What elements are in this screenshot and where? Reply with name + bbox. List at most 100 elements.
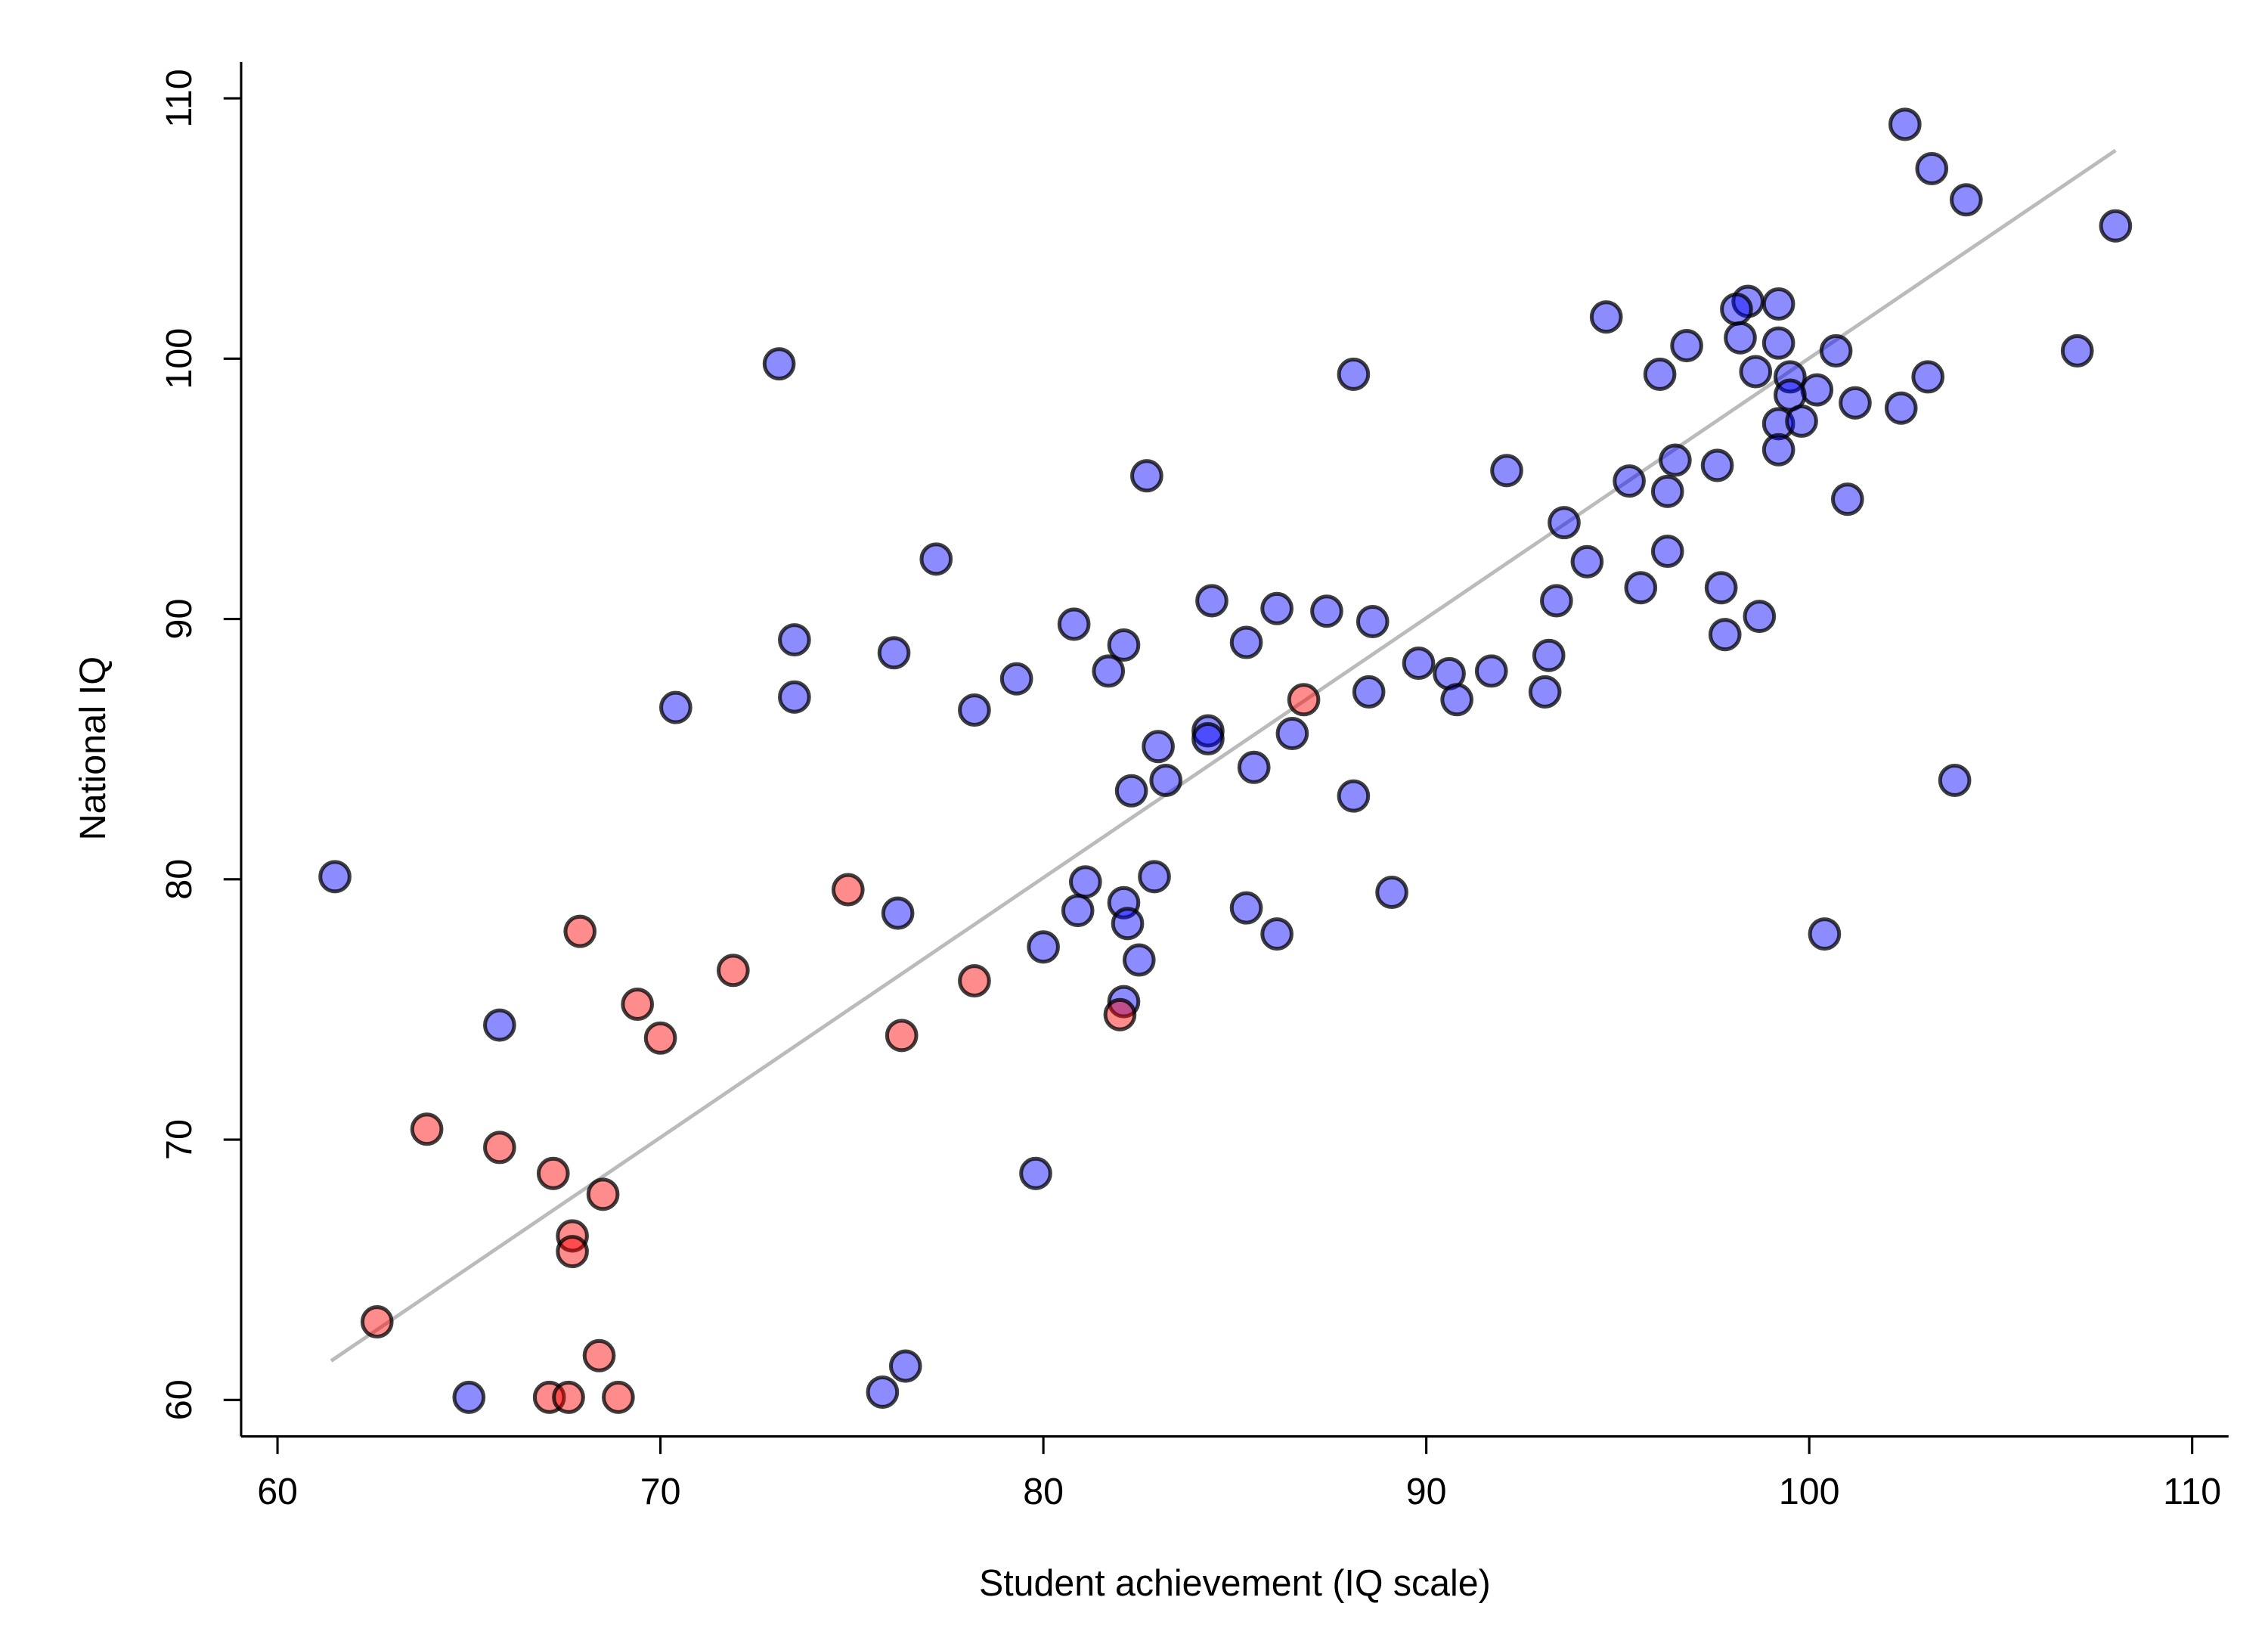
point (1819, 333, 1853, 368)
point (1761, 287, 1796, 321)
point (1191, 721, 1225, 755)
point (659, 690, 692, 724)
point (1440, 683, 1474, 717)
point (877, 636, 911, 670)
point (958, 693, 991, 727)
point (1830, 482, 1864, 516)
point (1613, 464, 1646, 498)
point (1888, 107, 1922, 141)
point (1229, 625, 1263, 659)
point (1670, 329, 1703, 363)
point (1092, 654, 1126, 688)
point (1949, 183, 1983, 217)
point (360, 1305, 394, 1339)
y-tick-label: 90 (159, 598, 200, 639)
point (716, 954, 750, 988)
point (1474, 654, 1508, 688)
point (1191, 714, 1225, 748)
y-tick-label: 110 (159, 69, 200, 128)
x-tick-label: 100 (1779, 1472, 1840, 1512)
point (1107, 628, 1141, 662)
point (1915, 151, 1949, 185)
point (1739, 355, 1773, 389)
point (483, 1008, 516, 1042)
point (1743, 600, 1777, 634)
point (582, 1338, 616, 1372)
point (866, 1375, 900, 1409)
point (1111, 907, 1145, 941)
point (1019, 1156, 1052, 1190)
point (1704, 571, 1738, 605)
point (1337, 357, 1371, 391)
point (1402, 647, 1436, 681)
point (1352, 675, 1386, 709)
point (1057, 607, 1091, 641)
point (1490, 454, 1523, 488)
point (1337, 779, 1371, 813)
point (888, 1349, 922, 1383)
point (1103, 997, 1137, 1031)
point (552, 1380, 585, 1414)
point (2060, 333, 2094, 368)
point (831, 873, 865, 907)
point (1650, 474, 1684, 508)
point (1142, 730, 1175, 764)
point (1138, 860, 1171, 894)
point (1548, 506, 1581, 540)
point (1720, 292, 1753, 326)
point (1356, 604, 1390, 638)
point (483, 1130, 516, 1165)
point (1114, 774, 1148, 808)
trend-line (330, 148, 2117, 1363)
point (1532, 638, 1566, 672)
point (1260, 591, 1294, 625)
x-tick-label: 80 (1023, 1472, 1064, 1512)
point (452, 1380, 486, 1414)
point (1708, 618, 1742, 652)
point (1375, 875, 1408, 910)
point (1938, 763, 1972, 797)
point (1761, 326, 1796, 360)
point (1528, 675, 1562, 709)
point (318, 860, 352, 894)
point (1839, 386, 1872, 420)
point (1911, 360, 1945, 394)
point (1027, 930, 1060, 964)
point (556, 1235, 589, 1269)
point (602, 1380, 635, 1414)
point (1659, 443, 1692, 477)
point (1229, 891, 1263, 925)
point (1237, 750, 1271, 784)
point (958, 964, 991, 998)
point (919, 542, 953, 576)
x-tick-label: 110 (2163, 1472, 2221, 1512)
point (1061, 894, 1095, 928)
point (1700, 448, 1734, 482)
point (1724, 321, 1757, 355)
point (410, 1112, 444, 1146)
y-axis-label: National IQ (73, 656, 113, 841)
point (1785, 404, 1818, 438)
point (1310, 594, 1343, 628)
point (778, 680, 811, 714)
point (1884, 391, 1918, 425)
x-axis-label: Student achievement (IQ scale) (979, 1563, 1491, 1604)
point (762, 347, 796, 381)
point (1650, 535, 1684, 569)
x-tick-label: 60 (257, 1472, 298, 1512)
point (563, 914, 597, 948)
point (1149, 763, 1183, 797)
point (1122, 943, 1156, 977)
point (1260, 917, 1294, 951)
point (881, 896, 915, 930)
y-tick-label: 70 (159, 1119, 200, 1160)
point (1624, 571, 1658, 605)
point (778, 623, 811, 657)
point (1130, 459, 1163, 493)
point (1287, 683, 1321, 717)
point (1068, 865, 1102, 899)
point (1643, 357, 1677, 391)
x-tick-label: 90 (1406, 1472, 1447, 1512)
y-tick-label: 100 (159, 328, 200, 389)
